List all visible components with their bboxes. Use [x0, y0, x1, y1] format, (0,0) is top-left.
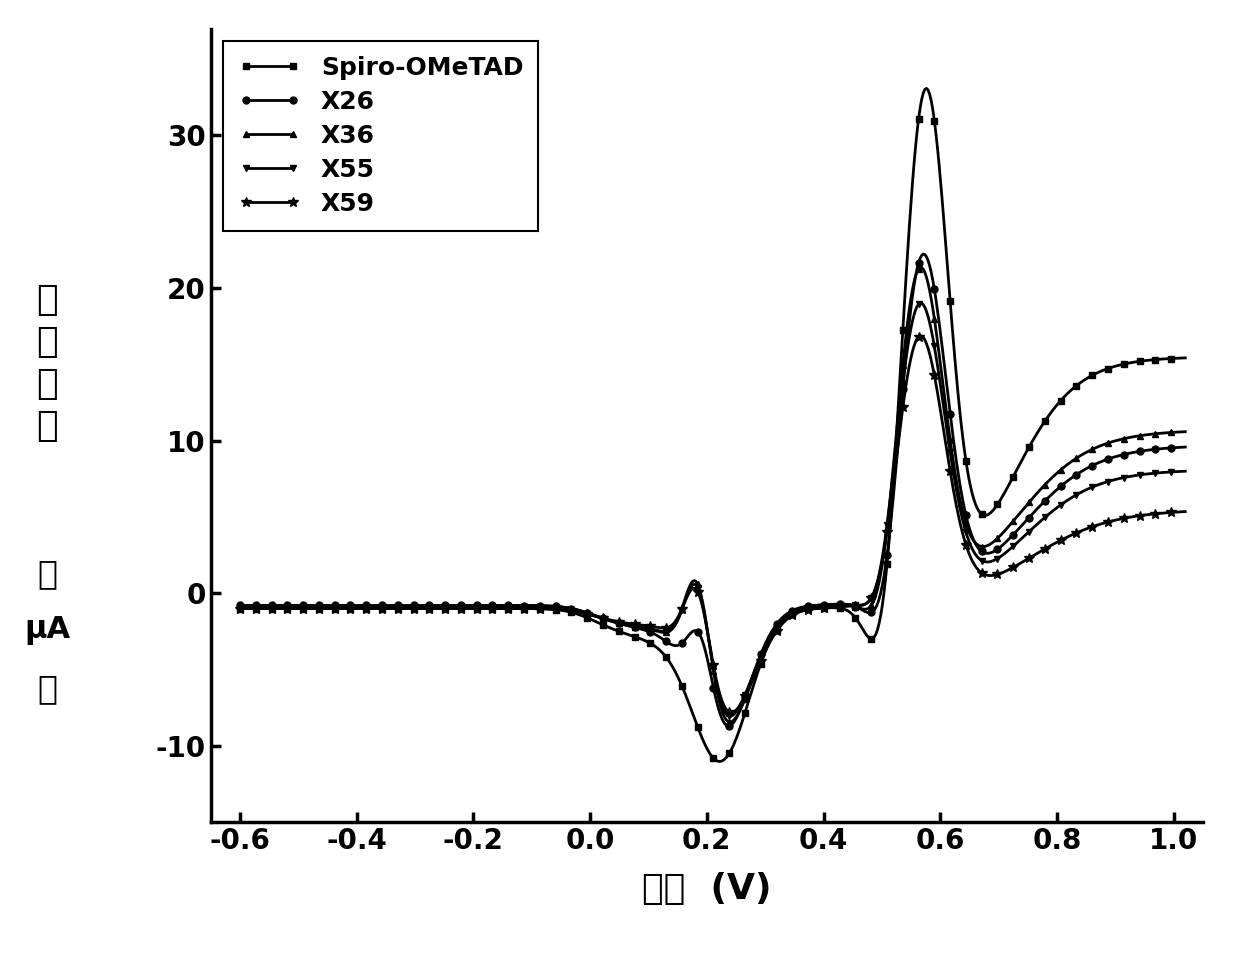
X36	[722, 716, 737, 728]
X59	[233, 603, 248, 615]
Spiro-OMeTAD	[947, 354, 962, 365]
Spiro-OMeTAD	[1178, 352, 1193, 363]
X36	[660, 626, 675, 638]
Spiro-OMeTAD	[712, 755, 727, 767]
X55	[947, 476, 962, 488]
X26	[866, 606, 880, 618]
Text: μA: μA	[24, 617, 71, 645]
X59	[399, 603, 414, 615]
X59	[723, 706, 738, 718]
X59	[791, 606, 806, 618]
X55	[476, 601, 491, 613]
X55	[791, 604, 806, 616]
Spiro-OMeTAD	[919, 82, 934, 94]
X55	[660, 625, 675, 637]
X59	[866, 589, 880, 600]
X36	[791, 603, 806, 615]
Spiro-OMeTAD	[399, 603, 414, 615]
X55	[233, 601, 248, 613]
X26	[791, 602, 806, 614]
Text: ）: ）	[37, 672, 57, 705]
Spiro-OMeTAD	[866, 633, 880, 644]
X55	[1178, 466, 1193, 477]
X59	[913, 330, 928, 341]
X55	[722, 710, 737, 722]
Line: X55: X55	[237, 299, 1189, 720]
X26	[476, 599, 491, 611]
X26	[916, 249, 931, 260]
X26	[399, 599, 414, 611]
X55	[913, 297, 928, 309]
Spiro-OMeTAD	[476, 603, 491, 615]
X59	[660, 621, 675, 633]
X26	[947, 445, 962, 456]
Spiro-OMeTAD	[660, 654, 675, 665]
Text: 电
流
密
度: 电 流 密 度	[36, 283, 58, 444]
X36	[476, 599, 491, 611]
X36	[399, 599, 414, 611]
X59	[476, 603, 491, 615]
X36	[913, 262, 928, 273]
X59	[1178, 506, 1193, 517]
Legend: Spiro-OMeTAD, X26, X36, X55, X59: Spiro-OMeTAD, X26, X36, X55, X59	[223, 41, 538, 231]
X26	[1178, 442, 1193, 453]
X36	[947, 467, 962, 478]
X36	[1178, 426, 1193, 438]
X59	[947, 492, 962, 504]
X-axis label: 电位  (V): 电位 (V)	[642, 872, 771, 905]
Spiro-OMeTAD	[791, 606, 806, 618]
Line: X36: X36	[237, 264, 1189, 726]
Text: （: （	[37, 557, 57, 590]
X55	[866, 589, 880, 600]
X26	[233, 599, 248, 611]
Spiro-OMeTAD	[233, 603, 248, 615]
X26	[660, 637, 675, 648]
X26	[722, 720, 737, 731]
X55	[399, 601, 414, 613]
Line: X26: X26	[237, 250, 1189, 729]
X36	[866, 598, 880, 609]
X36	[233, 599, 248, 611]
Line: X59: X59	[236, 331, 1190, 717]
Line: Spiro-OMeTAD: Spiro-OMeTAD	[237, 85, 1189, 765]
